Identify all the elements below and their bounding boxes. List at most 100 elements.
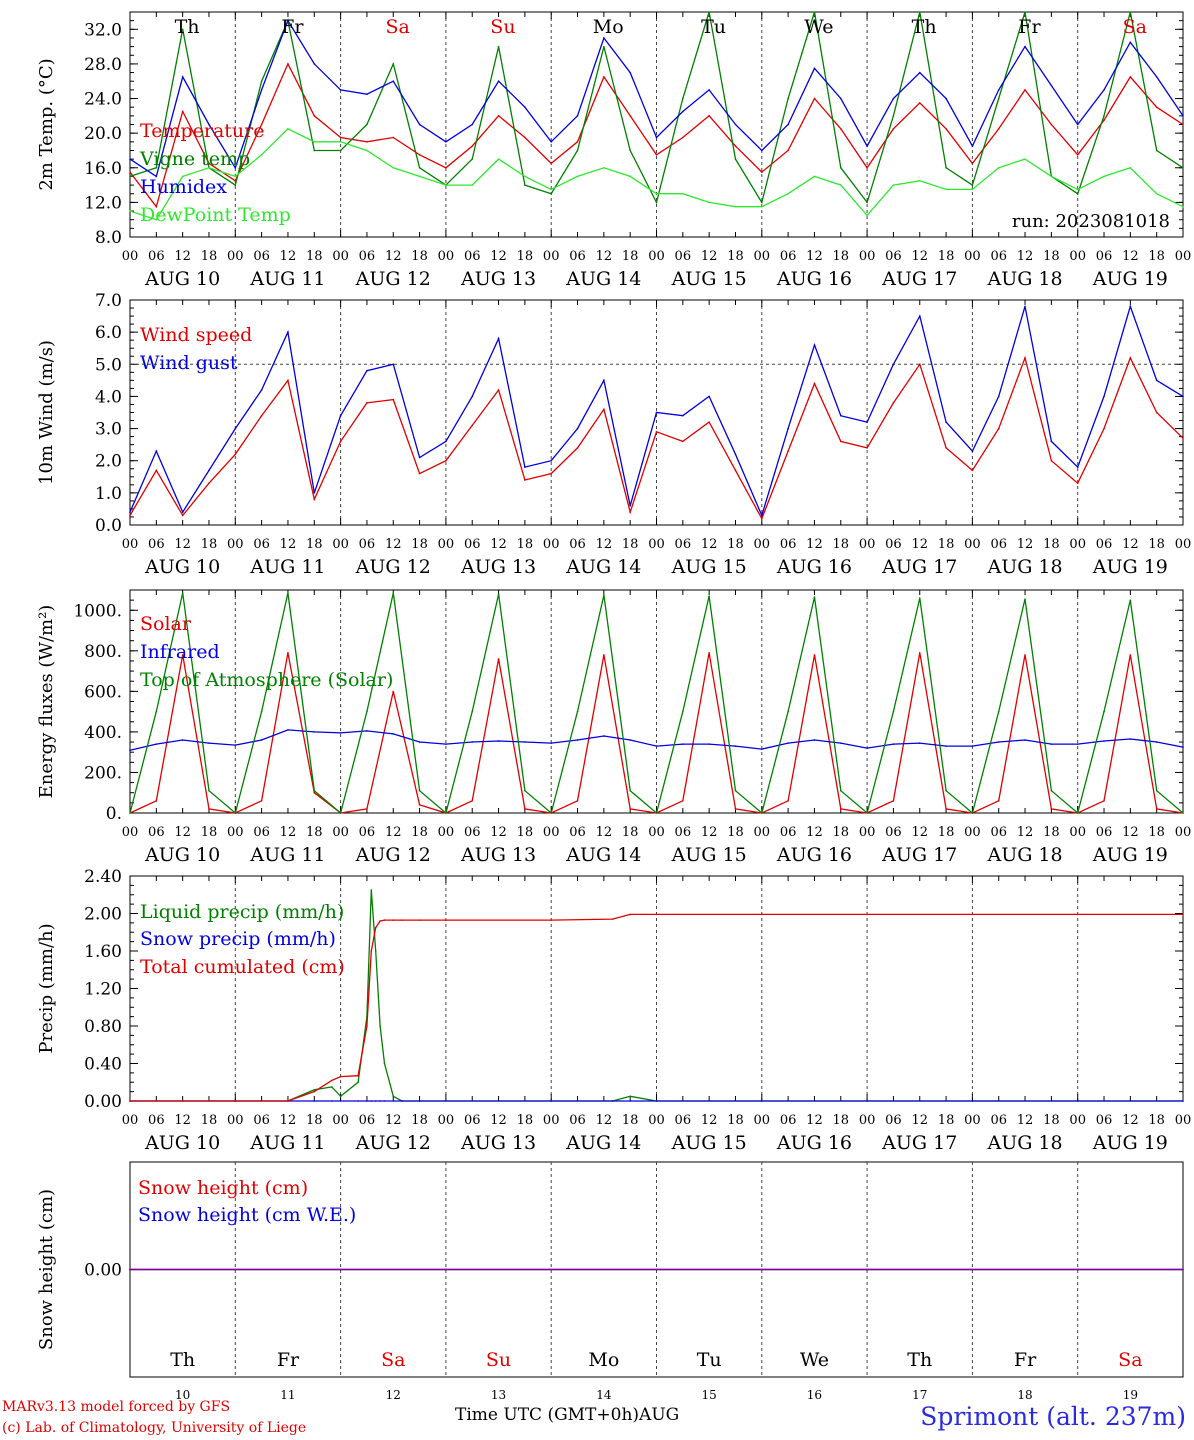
temperature-hour-tick-label: 06 xyxy=(1096,249,1113,264)
energy-data-point xyxy=(366,808,368,810)
precip-legend-item: Total cumulated (cm) xyxy=(140,956,345,978)
precip-data-point xyxy=(366,1100,368,1102)
wind-data-point xyxy=(497,389,500,391)
wind-data-point xyxy=(1103,427,1105,430)
wind-data-point xyxy=(313,498,316,501)
temperature-data-point xyxy=(418,153,421,156)
wind-data-point xyxy=(260,414,263,417)
wind-hour-tick-label: 12 xyxy=(1017,537,1034,552)
wind-hour-tick-label: 06 xyxy=(780,537,797,552)
temperature-data-point xyxy=(129,171,131,173)
precip-series-total-cumulated-cm xyxy=(130,913,1183,1102)
temperature-data-point xyxy=(682,110,684,113)
wind-data-point xyxy=(761,514,763,517)
precip-date-label: AUG 18 xyxy=(986,1132,1062,1154)
precip-data-point xyxy=(357,1100,359,1102)
temperature-data-point xyxy=(839,184,842,186)
wind-hour-tick-label: 12 xyxy=(280,537,297,552)
precip-data-point xyxy=(129,1100,131,1102)
precip-hour-tick-label: 06 xyxy=(569,1113,586,1128)
temperature-data-point xyxy=(655,192,658,195)
wind-date-label: AUG 12 xyxy=(355,556,431,578)
wind-data-point xyxy=(629,504,631,507)
precip-hour-tick-label: 12 xyxy=(174,1113,191,1128)
temperature-data-point xyxy=(181,110,184,113)
bottom-day-number: 13 xyxy=(491,1388,506,1402)
wind-hour-tick-label: 00 xyxy=(648,537,665,552)
energy-date-label: AUG 14 xyxy=(565,844,641,866)
temperature-data-point xyxy=(708,201,710,204)
temperature-hour-tick-label: 06 xyxy=(253,249,270,264)
temperature-date-label: AUG 17 xyxy=(881,268,957,290)
wind-data-point xyxy=(1129,305,1132,308)
temperature-data-point xyxy=(471,158,474,160)
wind-y-tick-label: 4.0 xyxy=(95,387,122,407)
wind-data-point xyxy=(550,472,552,475)
temperature-hour-tick-label: 12 xyxy=(1122,249,1139,264)
energy-data-point xyxy=(1076,812,1079,814)
wind-hour-tick-label: 12 xyxy=(701,537,718,552)
precip-data-point xyxy=(331,1100,333,1102)
temperature-data-point xyxy=(339,141,342,143)
wind-data-point xyxy=(208,469,210,472)
energy-data-point xyxy=(392,690,395,693)
energy-hour-tick-label: 00 xyxy=(859,825,876,840)
wind-legend-item: Wind gust xyxy=(140,352,238,374)
temperature-hour-tick-label: 06 xyxy=(569,249,586,264)
temperature-data-point xyxy=(787,192,789,195)
precip-hour-tick-label: 18 xyxy=(517,1113,534,1128)
bottom-day-number: 19 xyxy=(1123,1388,1138,1402)
temperature-data-point xyxy=(1024,158,1026,160)
top-weekday-label: Mo xyxy=(593,16,624,38)
energy-hour-tick-label: 18 xyxy=(1043,825,1060,840)
temperature-data-point xyxy=(761,171,763,173)
wind-data-point xyxy=(234,453,237,456)
energy-data-point xyxy=(971,812,974,814)
wind-hour-tick-label: 18 xyxy=(622,537,639,552)
temperature-date-label: AUG 12 xyxy=(355,268,431,290)
temperature-legend-item: Humidex xyxy=(140,176,227,198)
energy-data-point xyxy=(813,596,816,598)
temperature-data-point xyxy=(366,149,368,152)
energy-hour-tick-label: 12 xyxy=(911,825,928,840)
energy-legend-item: Infrared xyxy=(140,641,220,663)
energy-data-point xyxy=(655,745,658,747)
energy-date-label: AUG 16 xyxy=(776,844,852,866)
temperature-data-point xyxy=(918,71,921,74)
temperature-data-point xyxy=(550,162,552,165)
precip-data-point xyxy=(357,1081,359,1084)
temperature-data-point xyxy=(181,76,184,78)
temperature-y-tick-label: 12.0 xyxy=(84,193,122,213)
wind-hour-tick-label: 18 xyxy=(833,537,850,552)
wind-data-point xyxy=(1076,466,1079,468)
temperature-hour-tick-label: 06 xyxy=(464,249,481,264)
energy-data-point xyxy=(866,812,868,814)
wind-date-label: AUG 10 xyxy=(144,556,220,578)
temperature-data-point xyxy=(471,123,474,126)
run-label: run: 2023081018 xyxy=(1012,211,1170,232)
temperature-data-point xyxy=(787,123,789,126)
temperature-data-point xyxy=(866,201,868,204)
wind-data-point xyxy=(734,469,737,472)
temperature-data-point xyxy=(155,205,158,208)
wind-date-label: AUG 11 xyxy=(249,556,325,578)
temperature-data-point xyxy=(287,19,289,22)
temperature-hour-tick-label: 00 xyxy=(1069,249,1086,264)
temperature-data-point xyxy=(708,11,710,13)
temperature-y-tick-label: 32.0 xyxy=(84,20,122,40)
temperature-data-point xyxy=(1129,11,1132,13)
energy-data-point xyxy=(603,735,605,737)
wind-hour-tick-label: 06 xyxy=(464,537,481,552)
top-weekday-label: Sa xyxy=(385,16,409,38)
wind-data-point xyxy=(339,414,342,417)
temperature-data-point xyxy=(971,145,974,147)
precip-data-point xyxy=(629,1100,631,1102)
energy-data-point xyxy=(181,739,184,741)
wind-data-point xyxy=(445,440,447,443)
temperature-data-point xyxy=(129,175,131,178)
precip-date-label: AUG 10 xyxy=(144,1132,220,1154)
precip-hour-tick-label: 18 xyxy=(201,1113,218,1128)
precip-data-point xyxy=(234,1100,237,1102)
wind-data-point xyxy=(287,379,289,382)
precip-hour-tick-label: 06 xyxy=(675,1113,692,1128)
